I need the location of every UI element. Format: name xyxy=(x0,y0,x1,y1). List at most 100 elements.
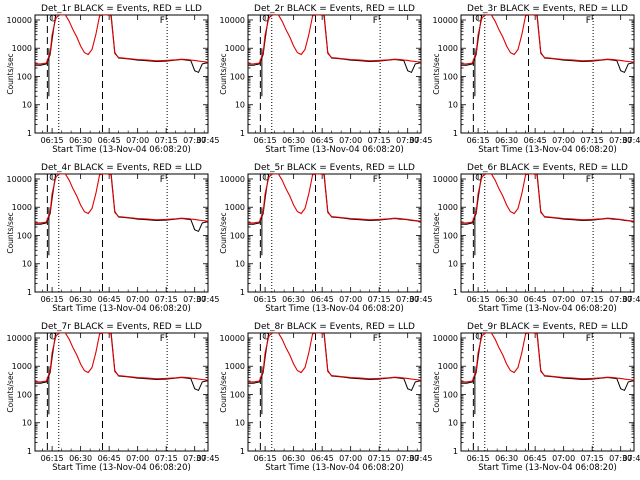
y-tick-label: 10 xyxy=(235,419,245,428)
y-tick-label: 10 xyxy=(448,260,458,269)
x-tick-label: 06:30 xyxy=(495,295,518,304)
plot-frame xyxy=(247,14,422,134)
x-tick-label: 07:15 xyxy=(368,454,391,463)
y-tick-label: 1 xyxy=(240,288,245,297)
x-tick-label: 06:45 xyxy=(311,136,334,145)
chart-panel-7: Det_7r BLACK = Events, RED = LLD 1 10 100 10… xyxy=(6,322,220,473)
chart-title: Det_9r BLACK = Events, RED = LLD xyxy=(467,322,628,332)
series-events-line xyxy=(248,333,421,392)
x-tick-label: 07:00 xyxy=(126,454,149,463)
series-lld-line xyxy=(248,174,421,224)
chart-panel-6: Det_6r BLACK = Events, RED = LLD 1 10 100 10… xyxy=(432,163,640,314)
data-lines xyxy=(461,174,634,256)
x-tick-label: 07:15 xyxy=(581,136,604,145)
data-lines xyxy=(35,15,208,97)
y-axis-label: Counts/sec xyxy=(219,53,228,94)
chart-title: Det_7r BLACK = Events, RED = LLD xyxy=(41,322,202,332)
x-tick-label: 06:30 xyxy=(69,454,92,463)
chart-title: Det_6r BLACK = Events, RED = LLD xyxy=(467,163,628,173)
y-tick-label: 10 xyxy=(22,101,32,110)
x-tick-label: 06:15 xyxy=(41,136,64,145)
series-lld-line xyxy=(248,333,421,383)
flare-marker: F xyxy=(586,16,591,26)
x-axis-label: Start Time (13-Nov-04 06:08:20) xyxy=(265,304,404,314)
x-tick-label: 07:15 xyxy=(155,136,178,145)
y-axis-label: Counts/sec xyxy=(6,371,15,412)
plot-frame xyxy=(247,173,422,293)
data-lines xyxy=(461,333,634,415)
y-tick-label: 100 xyxy=(230,72,245,81)
y-tick-label: 10 xyxy=(448,419,458,428)
y-axis-label: Counts/sec xyxy=(432,212,441,253)
x-tick-label: 07:30 xyxy=(609,136,632,145)
data-lines xyxy=(248,333,421,415)
y-tick-label: 100 xyxy=(17,231,32,240)
x-tick-label: 07:15 xyxy=(155,295,178,304)
chart-panel-8: Det_8r BLACK = Events, RED = LLD 1 10 100 10… xyxy=(219,322,433,473)
x-tick-label: 06:30 xyxy=(69,295,92,304)
series-events-line xyxy=(248,15,421,74)
chart-panel-9: Det_9r BLACK = Events, RED = LLD 1 10 100 10… xyxy=(432,322,640,473)
x-tick-label: 07:30 xyxy=(183,295,206,304)
x-tick-label: 07:30 xyxy=(396,136,419,145)
chart-panel-5: Det_5r BLACK = Events, RED = LLD 1 10 100 10… xyxy=(219,163,433,314)
y-tick-label: 1000 xyxy=(12,203,32,212)
y-tick-label: 10 xyxy=(448,101,458,110)
series-events-line xyxy=(461,333,634,392)
x-axis-label: Start Time (13-Nov-04 06:08:20) xyxy=(52,463,191,473)
x-axis-label: Start Time (13-Nov-04 06:08:20) xyxy=(478,463,617,473)
x-tick-label: 07:45 xyxy=(409,136,432,145)
y-tick-label: 10 xyxy=(22,419,32,428)
flare-marker: F xyxy=(586,175,591,185)
x-tick-label: 07:45 xyxy=(196,136,219,145)
x-tick-label: 07:00 xyxy=(552,295,575,304)
x-tick-label: 07:15 xyxy=(368,136,391,145)
chart-title: Det_3r BLACK = Events, RED = LLD xyxy=(467,4,628,14)
y-tick-label: 100 xyxy=(17,390,32,399)
plot-frame xyxy=(247,332,422,452)
series-events-line xyxy=(35,15,208,74)
plot-frame xyxy=(34,173,209,293)
x-tick-label: 07:30 xyxy=(609,295,632,304)
y-tick-label: 10000 xyxy=(433,175,458,184)
x-tick-label: 06:45 xyxy=(311,295,334,304)
x-tick-label: 07:30 xyxy=(396,454,419,463)
x-tick-label: 07:45 xyxy=(409,295,432,304)
x-tick-label: 06:45 xyxy=(98,295,121,304)
x-axis-label: Start Time (13-Nov-04 06:08:20) xyxy=(265,463,404,473)
x-tick-label: 07:45 xyxy=(622,454,640,463)
y-tick-label: 10000 xyxy=(220,175,245,184)
x-tick-label: 06:45 xyxy=(524,136,547,145)
x-tick-label: 07:00 xyxy=(126,136,149,145)
x-axis-label: Start Time (13-Nov-04 06:08:20) xyxy=(52,304,191,314)
series-lld-line xyxy=(35,333,208,383)
series-lld-line xyxy=(461,15,634,65)
x-tick-label: 06:30 xyxy=(282,136,305,145)
x-tick-label: 06:15 xyxy=(254,136,277,145)
x-tick-label: 07:15 xyxy=(155,454,178,463)
x-tick-label: 07:00 xyxy=(552,454,575,463)
y-tick-label: 10 xyxy=(235,101,245,110)
y-tick-label: 1000 xyxy=(12,362,32,371)
flare-marker: F xyxy=(373,16,378,26)
chart-panel-1: Det_1r BLACK = Events, RED = LLD 1 10 100 10… xyxy=(6,4,220,155)
x-tick-label: 06:45 xyxy=(524,454,547,463)
chart-title: Det_8r BLACK = Events, RED = LLD xyxy=(254,322,415,332)
y-axis-label: Counts/sec xyxy=(219,371,228,412)
y-tick-label: 1 xyxy=(453,447,458,456)
x-tick-label: 07:00 xyxy=(126,295,149,304)
flare-marker: F xyxy=(160,175,165,185)
chart-title: Det_4r BLACK = Events, RED = LLD xyxy=(41,163,202,173)
x-tick-label: 06:45 xyxy=(524,295,547,304)
x-tick-label: 07:45 xyxy=(409,454,432,463)
x-tick-label: 06:30 xyxy=(495,454,518,463)
x-tick-label: 06:15 xyxy=(467,136,490,145)
y-tick-label: 10000 xyxy=(220,334,245,343)
y-tick-label: 1000 xyxy=(438,44,458,53)
x-tick-label: 07:45 xyxy=(622,136,640,145)
y-tick-label: 1000 xyxy=(225,203,245,212)
x-tick-label: 07:15 xyxy=(581,454,604,463)
flare-marker: F xyxy=(160,334,165,344)
x-tick-label: 07:00 xyxy=(339,454,362,463)
